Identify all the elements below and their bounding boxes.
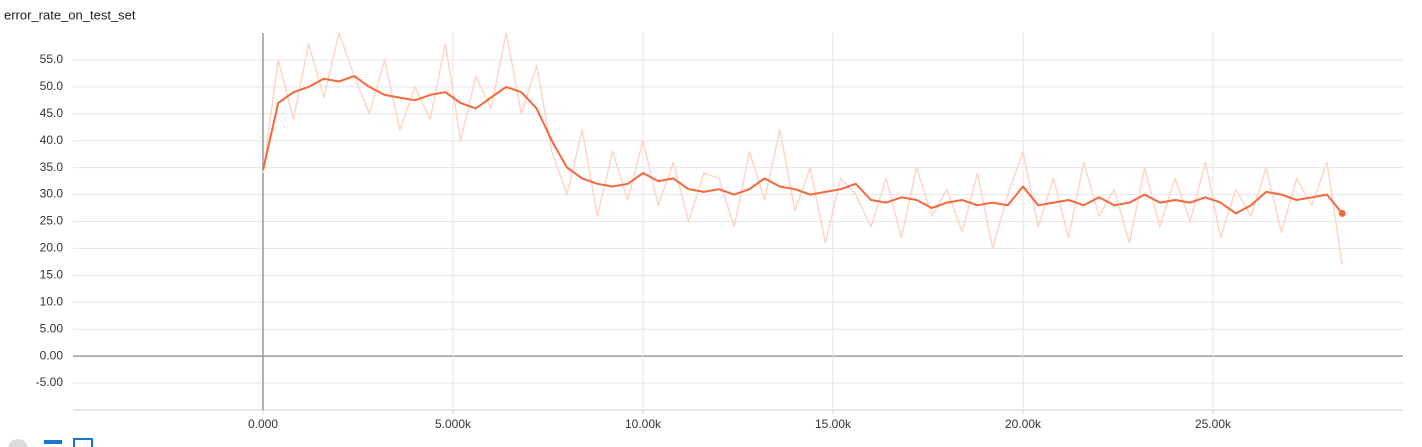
y-tick-label: 50.0 xyxy=(40,79,64,93)
end-point xyxy=(1338,209,1346,217)
x-tick-label: 5.000k xyxy=(435,417,472,431)
y-tick-label: 10.0 xyxy=(40,294,64,308)
y-tick-label: 45.0 xyxy=(40,106,64,120)
y-tick-label: 25.0 xyxy=(40,214,64,228)
y-tick-label: 35.0 xyxy=(40,160,64,174)
chart-title: error_rate_on_test_set xyxy=(4,7,136,22)
x-tick-label: 10.00k xyxy=(625,417,662,431)
y-tick-label: 30.0 xyxy=(40,187,64,201)
y-tick-label: 55.0 xyxy=(40,52,64,66)
y-tick-label: 0.00 xyxy=(40,348,64,362)
y-tick-label: 20.0 xyxy=(40,241,64,255)
expand-button[interactable] xyxy=(8,439,28,447)
y-tick-label: 5.00 xyxy=(40,321,64,335)
fit-button[interactable] xyxy=(73,438,93,447)
x-tick-label: 15.00k xyxy=(815,417,852,431)
log-button[interactable] xyxy=(44,440,62,444)
y-tick-label: -5.00 xyxy=(36,375,64,389)
series-line xyxy=(262,75,1343,215)
y-tick-label: 40.0 xyxy=(40,133,64,147)
series-line xyxy=(262,32,1343,265)
toolbar xyxy=(8,438,93,447)
x-tick-label: 20.00k xyxy=(1005,417,1042,431)
x-tick-label: 25.00k xyxy=(1195,417,1232,431)
x-tick-label: 0.000 xyxy=(248,417,278,431)
y-tick-label: 15.0 xyxy=(40,268,64,282)
